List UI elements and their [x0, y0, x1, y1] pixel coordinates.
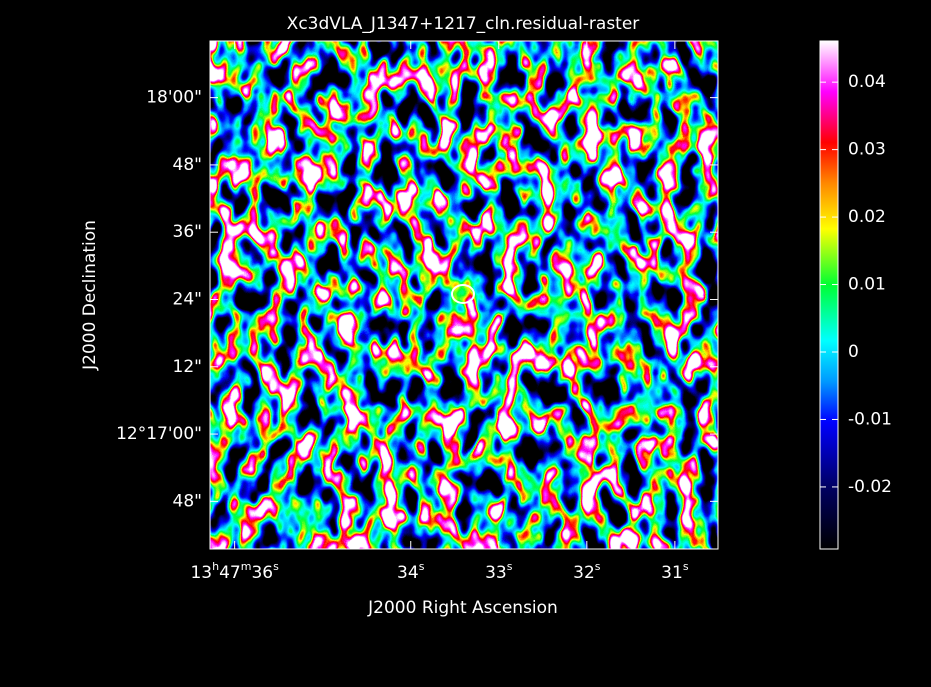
y-tick-label: 48"	[173, 155, 202, 175]
y-tick-label: 18'00"	[146, 88, 202, 108]
colorbar-tick-label: -0.02	[848, 477, 892, 497]
x-axis-label: J2000 Right Ascension	[367, 598, 558, 618]
x-tick-label: 32s	[573, 560, 601, 583]
frame	[209, 40, 719, 550]
y-tick-label: 48"	[173, 491, 202, 511]
y-tick-label: 12°17'00"	[116, 424, 202, 444]
colorbar-tick-label: 0.04	[848, 72, 886, 92]
x-tick-label: 34s	[397, 560, 425, 583]
beam	[451, 284, 475, 304]
chart-title: Xc3dVLA_J1347+1217_cln.residual-raster	[287, 14, 640, 34]
x-tick-label: 13h47m36s	[190, 560, 279, 583]
y-tick-label: 36"	[173, 222, 202, 242]
colorbar-tick-label: 0.03	[848, 140, 886, 160]
raster	[210, 41, 718, 549]
y-axis-label: J2000 Declination	[80, 220, 100, 371]
colorbar-tick-label: -0.01	[848, 409, 892, 429]
colorbar-tick-label: 0	[848, 342, 859, 362]
y-tick-label: 12"	[173, 357, 202, 377]
colorbar-tick-label: 0.02	[848, 207, 886, 227]
y-tick-label: 24"	[173, 289, 202, 309]
colorbar	[819, 40, 839, 550]
colorbar-tick-label: 0.01	[848, 275, 886, 295]
x-tick-label: 31s	[661, 560, 689, 583]
x-tick-label: 33s	[485, 560, 513, 583]
